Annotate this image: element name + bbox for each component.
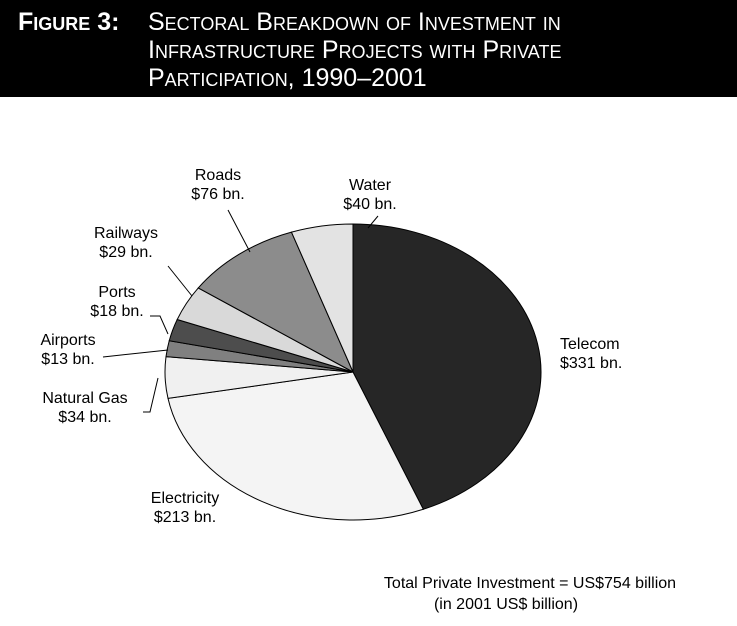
leader-line xyxy=(102,349,169,358)
title-bar: Figure 3: Sectoral Breakdown of Investme… xyxy=(0,0,737,97)
chart-title: Sectoral Breakdown of Investment in Infr… xyxy=(148,8,562,92)
pie-slice xyxy=(352,223,542,510)
value-label: $13 bn. xyxy=(41,351,94,368)
pie-slice xyxy=(167,371,425,521)
leader-line xyxy=(143,377,159,413)
value-label: $34 bn. xyxy=(58,409,111,426)
slice-label: Railways xyxy=(94,225,158,242)
leader-line xyxy=(227,209,251,253)
annotation: (in 2001 US$ billion) xyxy=(434,596,578,613)
pie-slice xyxy=(197,231,355,374)
slice-label: Ports xyxy=(98,284,135,301)
value-label: $213 bn. xyxy=(154,509,216,526)
leader-line xyxy=(367,215,379,229)
pie-slice xyxy=(290,223,354,373)
figure-label: Figure 3: xyxy=(18,8,120,36)
leader-line xyxy=(150,315,169,335)
value-label: $18 bn. xyxy=(90,303,143,320)
annotation: Total Private Investment = US$754 billio… xyxy=(384,575,676,592)
value-label: $331 bn. xyxy=(560,355,622,372)
slice-label: Water xyxy=(349,177,392,194)
slice-label: Airports xyxy=(40,332,95,349)
value-label: $29 bn. xyxy=(99,244,152,261)
leader-line xyxy=(167,265,193,297)
value-label: $76 bn. xyxy=(191,186,244,203)
slice-label: Telecom xyxy=(560,336,620,353)
value-label: $40 bn. xyxy=(343,196,396,213)
slice-label: Natural Gas xyxy=(42,390,127,407)
slice-label: Roads xyxy=(195,167,241,184)
slice-label: Electricity xyxy=(151,490,219,507)
